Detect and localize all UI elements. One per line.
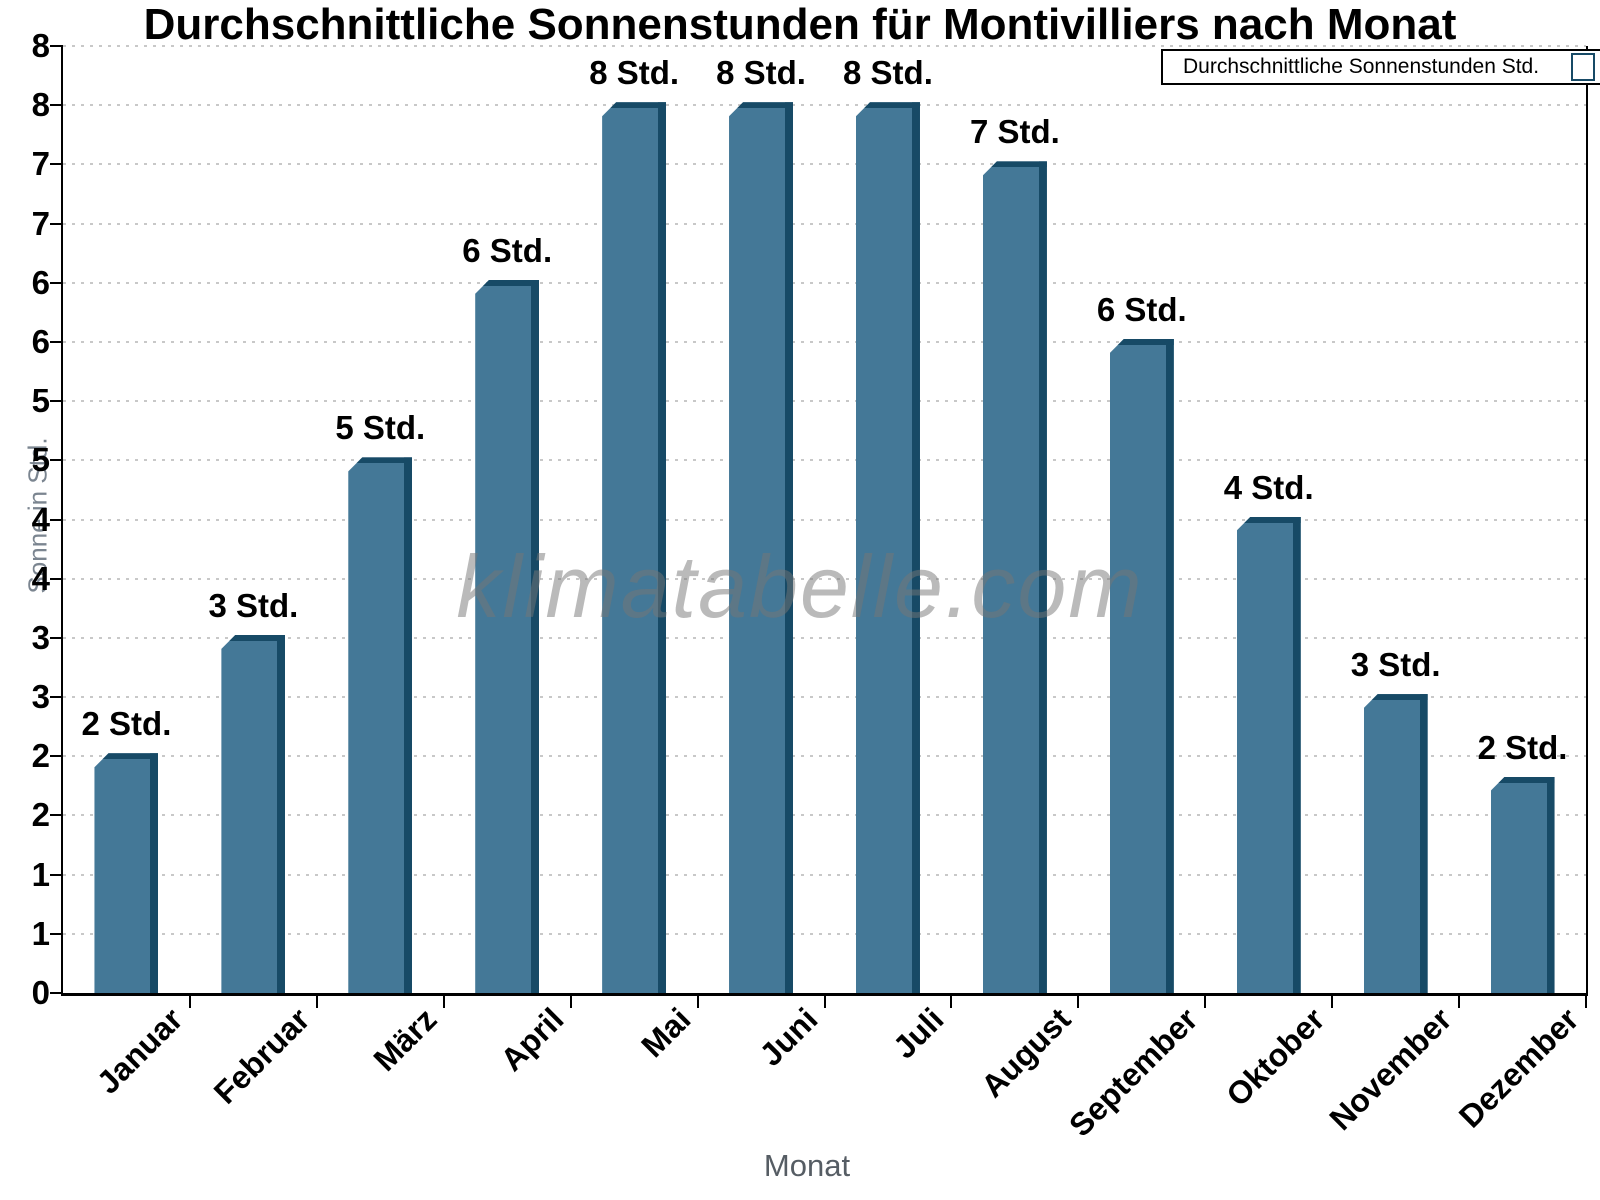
y-gridline (63, 459, 1586, 462)
x-tick-mark (1585, 993, 1587, 1008)
y-tick-label: 2 (31, 796, 50, 834)
bar-value-label: 6 Std. (462, 231, 553, 269)
bar (1109, 338, 1174, 993)
y-axis-line (61, 46, 63, 995)
y-tick-label: 3 (31, 618, 50, 656)
bar (221, 634, 286, 993)
plot-right-border (1586, 46, 1588, 995)
y-tick-mark (50, 459, 63, 462)
y-gridline (63, 104, 1586, 107)
y-tick-label: 7 (31, 145, 50, 183)
chart-title: Durchschnittliche Sonnenstunden für Mont… (143, 0, 1457, 49)
x-tick-mark (1458, 993, 1461, 1008)
y-gridline (63, 696, 1586, 699)
bar-value-label: 8 Std. (843, 54, 933, 92)
bar-value-label: 5 Std. (335, 409, 426, 447)
y-tick-label: 4 (31, 500, 50, 538)
bar (1236, 516, 1301, 993)
y-tick-label: 1 (31, 855, 50, 893)
x-axis-line (61, 993, 1588, 996)
bar-value-label: 3 Std. (1350, 646, 1441, 684)
legend-swatch-icon (1571, 53, 1595, 81)
bar (982, 161, 1047, 993)
bar (729, 102, 794, 993)
y-tick-label: 5 (31, 382, 50, 420)
y-tick-mark (50, 992, 63, 994)
y-tick-mark (50, 400, 63, 403)
y-gridline (63, 45, 1586, 47)
y-tick-mark (50, 932, 63, 935)
y-gridline (63, 222, 1586, 225)
y-gridline (63, 400, 1586, 403)
y-gridline (63, 873, 1586, 876)
y-tick-label: 5 (31, 441, 50, 479)
x-axis-title: Monat (763, 1148, 851, 1183)
y-gridline (63, 636, 1586, 639)
bar-value-label: 3 Std. (208, 586, 299, 624)
x-tick-mark (1204, 993, 1207, 1008)
y-gridline (63, 755, 1586, 758)
bar-value-label: 7 Std. (969, 113, 1060, 151)
bar-value-label: 2 Std. (1477, 728, 1568, 766)
x-tick-mark (315, 993, 318, 1008)
bar-value-label: 4 Std. (1223, 468, 1314, 506)
bar (475, 279, 540, 993)
y-tick-mark (50, 45, 63, 47)
y-tick-mark (50, 636, 63, 639)
bar-value-label: 8 Std. (716, 54, 806, 92)
y-tick-mark (50, 222, 63, 225)
y-tick-label: 6 (31, 263, 50, 301)
bar (94, 753, 159, 993)
legend-label: Durchschnittliche Sonnenstunden Std. (1183, 55, 1540, 78)
y-tick-label: 2 (31, 737, 50, 775)
y-tick-mark (50, 104, 63, 107)
y-tick-mark (50, 340, 63, 343)
y-gridline (63, 340, 1586, 343)
y-gridline (63, 281, 1586, 284)
y-tick-mark (50, 518, 63, 521)
y-gridline (63, 932, 1586, 935)
y-tick-mark (50, 873, 63, 876)
y-tick-label: 0 (31, 974, 50, 1011)
x-tick-mark (1331, 993, 1334, 1008)
bar-value-label: 8 Std. (589, 54, 680, 92)
x-tick-mark (696, 993, 699, 1008)
x-tick-mark (188, 993, 191, 1008)
y-tick-label: 8 (31, 86, 50, 124)
x-tick-mark (823, 993, 826, 1008)
y-gridline (63, 577, 1586, 580)
bar-value-label: 2 Std. (81, 705, 172, 743)
y-tick-label: 4 (31, 559, 50, 597)
y-tick-mark (50, 281, 63, 284)
y-tick-mark (50, 577, 63, 580)
y-tick-label: 1 (31, 914, 50, 952)
y-tick-mark (50, 163, 63, 166)
y-tick-mark (50, 755, 63, 758)
y-tick-label: 8 (31, 27, 50, 64)
y-gridline (63, 163, 1586, 166)
y-gridline (63, 814, 1586, 817)
x-tick-mark (950, 993, 953, 1008)
bar (1363, 694, 1428, 993)
bar-value-label: 6 Std. (1096, 290, 1187, 328)
y-tick-label: 6 (31, 322, 50, 360)
x-tick-mark (569, 993, 572, 1008)
bar (602, 102, 667, 993)
y-gridline (63, 518, 1586, 521)
x-tick-mark (1077, 993, 1080, 1008)
bar (348, 457, 413, 993)
x-tick-mark (442, 993, 445, 1008)
bar (855, 102, 920, 993)
y-tick-mark (50, 814, 63, 817)
bar (1490, 776, 1555, 993)
legend: Durchschnittliche Sonnenstunden Std. (1161, 49, 1600, 85)
y-tick-mark (50, 696, 63, 699)
y-tick-label: 7 (31, 204, 50, 242)
y-tick-label: 3 (31, 678, 50, 716)
